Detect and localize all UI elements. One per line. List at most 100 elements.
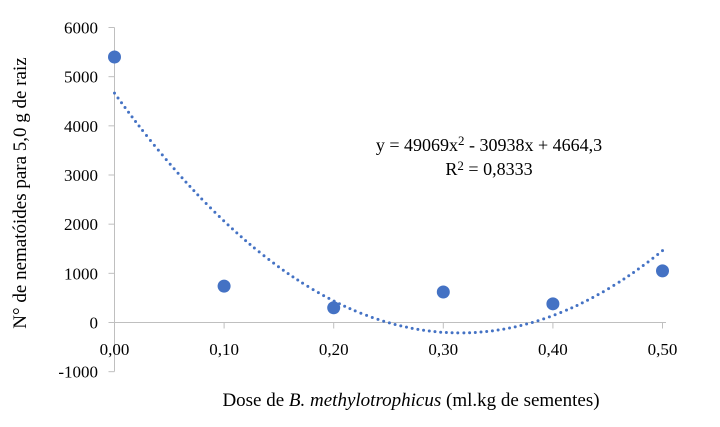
trendline-dot	[536, 319, 540, 323]
trendline-dot	[416, 327, 420, 331]
trendline-dot	[468, 331, 472, 335]
trendline-dot	[200, 197, 204, 201]
trendline-dot	[192, 189, 196, 193]
trendline-dot	[141, 129, 145, 133]
trendline-dot	[622, 277, 626, 281]
equation-prefix: y = 49069x	[376, 135, 458, 155]
trendline-dot	[196, 193, 200, 197]
trendline-dot	[502, 327, 506, 331]
trendline-dot	[627, 274, 631, 278]
trendline-dot	[353, 309, 357, 313]
trendline-dot	[661, 249, 664, 253]
trendline-dot	[160, 153, 164, 157]
y-axis-title: N° de nematóides para 5,0 g de raiz	[10, 57, 31, 328]
trendline-dot	[148, 138, 152, 142]
trendline-dot	[427, 329, 431, 333]
trendline-dot	[365, 313, 369, 317]
trendline-dot	[564, 308, 568, 312]
trendline-dot	[267, 258, 271, 262]
x-axis-title: Dose de B. methylotrophicus (ml.kg de se…	[222, 390, 599, 411]
trendline-dot	[286, 272, 290, 276]
trendline-dot	[311, 288, 315, 292]
trendline-dot	[291, 275, 295, 279]
trendline-dot	[450, 331, 454, 335]
trendline-dot	[209, 206, 213, 210]
trendline-dot	[276, 265, 280, 269]
trendline-dot	[591, 296, 595, 300]
trendline-dot	[370, 315, 374, 319]
trendline-dot	[439, 330, 443, 334]
y-tick-label: 1000	[64, 264, 98, 283]
trendline-dot	[127, 110, 131, 114]
trendline-dot	[222, 219, 226, 223]
trendline-dot	[226, 223, 230, 227]
x-tick-label: 0,20	[319, 340, 349, 359]
trendline-dot	[508, 326, 511, 330]
r2-superscript: 2	[457, 158, 464, 173]
trendline-dot	[641, 264, 645, 268]
x-axis-ticks: 0,00 0,10 0,20 0,30 0,40 0,50	[100, 322, 678, 359]
trendline-dot	[120, 101, 124, 105]
trendline-dot	[164, 158, 168, 162]
trendline-dot	[542, 317, 546, 321]
trendline-dot	[184, 180, 188, 184]
y-tick-label: -1000	[58, 363, 98, 382]
trendline-dot	[433, 330, 437, 334]
trendline-dot	[180, 176, 184, 180]
trendline-dot	[596, 293, 600, 297]
data-points	[108, 50, 669, 315]
trendline-dot	[116, 96, 120, 100]
trendline-dot	[359, 311, 363, 315]
r2-suffix: = 0,8333	[464, 159, 533, 179]
x-tick-label: 0,00	[100, 340, 130, 359]
trendline-dot	[137, 124, 141, 128]
trendline-dot	[636, 267, 640, 271]
trendline-dot	[399, 324, 403, 328]
trendline-dot	[316, 291, 320, 295]
equation-suffix: - 30938x + 4664,3	[465, 135, 603, 155]
trendline-dot	[553, 313, 557, 317]
trendline-dot	[632, 270, 636, 274]
y-axis-ticks: 6000 5000 4000 3000 2000 1000 0 -1000	[58, 18, 115, 382]
equation-superscript: 2	[458, 133, 465, 148]
trendline-dot	[204, 201, 208, 205]
trendline-dot	[262, 254, 266, 258]
data-point	[656, 264, 669, 278]
trendline-dot	[134, 119, 138, 123]
trendline-dot	[580, 301, 584, 305]
trendline-dot	[617, 280, 621, 284]
data-point	[546, 297, 560, 311]
data-point	[327, 301, 341, 315]
trendline-dot	[496, 328, 500, 332]
trendline-dot	[322, 294, 326, 298]
y-tick-label: 2000	[64, 215, 98, 234]
trendline-dot	[547, 315, 551, 319]
trendline-dot	[387, 321, 391, 325]
trendline-dot	[244, 239, 248, 243]
trendline-dot	[306, 284, 310, 288]
trendline-dot	[252, 246, 256, 250]
trendline-dot	[586, 298, 590, 302]
trendline-dot	[296, 278, 300, 282]
y-tick-label: 0	[90, 314, 99, 333]
x-tick-label: 0,50	[648, 340, 678, 359]
trendline-dot	[393, 322, 397, 326]
r-squared-label: R2 = 0,8333	[445, 158, 532, 179]
trendline-dot	[570, 306, 574, 310]
trendline-dot	[410, 326, 414, 330]
trendline-dotted-curve	[113, 91, 664, 335]
y-tick-label: 3000	[64, 166, 98, 185]
y-tick-label: 4000	[64, 117, 98, 136]
x-axis-title-species: B. methylotrophicus	[289, 390, 441, 411]
x-axis-title-suffix: (ml.kg de sementes)	[441, 390, 599, 411]
trendline-dot	[612, 283, 616, 287]
y-tick-label: 5000	[64, 68, 98, 87]
x-tick-label: 0,30	[428, 340, 458, 359]
trendline-dot	[490, 329, 494, 333]
trendline-dot	[113, 91, 116, 95]
trendline-dot	[382, 319, 386, 323]
trendline-dot	[327, 296, 331, 300]
trendline-dot	[343, 304, 347, 308]
trendline-dot	[248, 242, 252, 246]
